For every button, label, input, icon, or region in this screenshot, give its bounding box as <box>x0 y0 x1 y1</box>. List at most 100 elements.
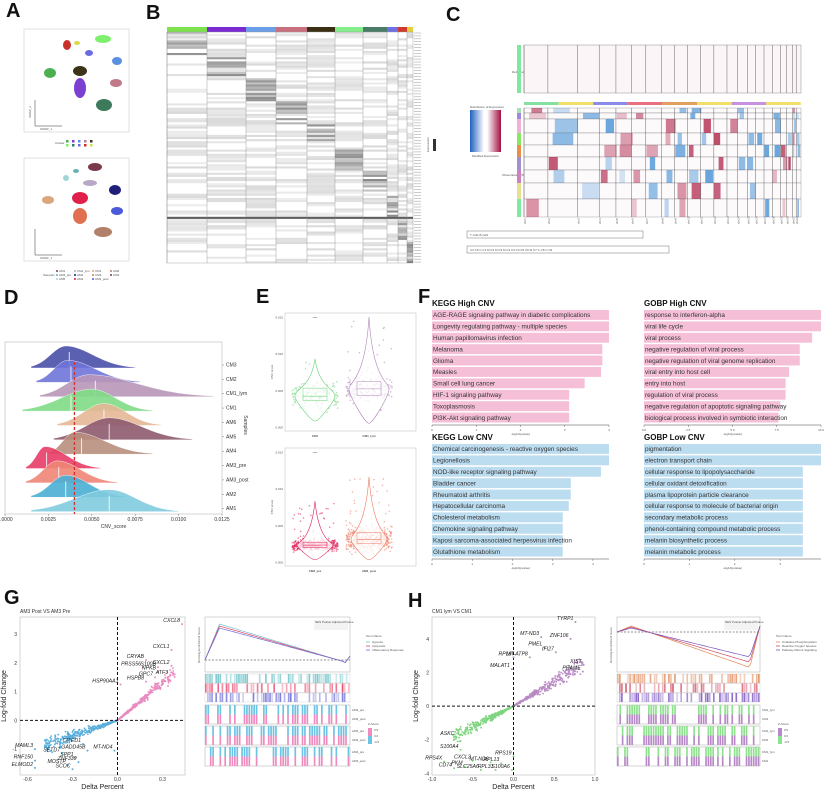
row-label: CM1 <box>762 738 769 742</box>
zscore-cell <box>342 735 345 745</box>
heatmap-cell <box>398 164 407 167</box>
heatmap-cell <box>167 179 207 182</box>
rank-tick <box>294 693 296 702</box>
zscore-cell <box>686 735 688 745</box>
sample-blob <box>73 169 79 173</box>
rank-tick <box>250 683 253 693</box>
enrichment-bar <box>432 535 563 546</box>
heatmap-cell <box>207 74 246 77</box>
zscore-cell <box>719 735 722 745</box>
heatmap-cell <box>207 109 246 112</box>
data-point <box>474 724 477 727</box>
labeled-point <box>512 755 515 758</box>
heatmap-cell <box>207 244 246 247</box>
observation-row <box>523 156 802 171</box>
zscore-cell <box>712 726 715 736</box>
data-point <box>572 671 575 673</box>
rank-tick <box>236 693 238 702</box>
data-point <box>352 531 355 534</box>
data-point <box>347 381 350 384</box>
heatmap-cell <box>335 149 363 152</box>
labeled-point <box>479 768 482 771</box>
data-point <box>76 730 79 733</box>
data-point <box>144 697 147 699</box>
observation-row <box>523 182 802 200</box>
gene-label: RNF150 <box>14 755 33 761</box>
heatmap-cell <box>407 216 413 219</box>
zscore-cell <box>330 705 333 715</box>
zscore-cell <box>740 726 743 736</box>
labeled-point <box>157 666 159 669</box>
ridge-CM2 <box>35 360 141 383</box>
zscore-cell <box>217 705 219 715</box>
x-axis-label: Delta Percent <box>492 784 534 790</box>
chromosome-annotation <box>593 102 628 105</box>
heatmap-cell <box>276 147 307 150</box>
legend-label: AM2 <box>77 273 84 277</box>
zscore-cell <box>678 747 681 757</box>
heatmap-cell <box>387 233 398 236</box>
rank-tick <box>690 693 693 702</box>
heatmap-cell <box>207 141 246 144</box>
heatmap-cell <box>363 61 387 64</box>
data-point <box>549 682 552 685</box>
data-point <box>387 539 389 542</box>
data-point <box>167 680 170 682</box>
data-point <box>156 682 159 685</box>
rank-tick <box>639 683 642 693</box>
data-point <box>140 700 142 702</box>
zscore-cell <box>246 747 248 757</box>
heatmap-cell <box>363 193 387 196</box>
enrichment-bar <box>644 355 800 366</box>
legend-dot <box>110 270 112 272</box>
data-point <box>121 715 123 718</box>
heatmap-cell <box>407 176 413 179</box>
heatmap-cell <box>207 179 246 182</box>
data-point <box>321 512 324 514</box>
zscore-cell <box>205 726 207 736</box>
gene-label: PRAME <box>562 666 581 672</box>
data-point <box>500 713 503 716</box>
cnv-block <box>781 145 786 157</box>
zscore-cell <box>674 756 676 766</box>
heatmap-cell <box>246 109 276 112</box>
data-point <box>133 703 136 706</box>
rank-tick <box>335 674 338 683</box>
rank-tick <box>668 693 670 702</box>
heatmap-cell <box>335 256 363 259</box>
legend-label: AM4 <box>77 277 84 281</box>
heatmap-cell <box>387 111 398 114</box>
data-point <box>387 545 390 548</box>
heatmap-cell <box>363 88 387 91</box>
data-point <box>579 673 582 676</box>
heatmap-cell <box>387 166 398 169</box>
row-label: CM1_lym <box>762 750 775 754</box>
zscore-cell <box>617 747 619 757</box>
enrichment-bar <box>432 489 571 500</box>
rank-tick <box>741 683 744 693</box>
gene-label: CXCL1 <box>153 644 170 650</box>
data-point <box>293 542 295 544</box>
heatmap-cell <box>276 197 307 200</box>
heatmap-cell <box>407 74 413 77</box>
heatmap-cell <box>387 187 398 190</box>
heatmap-cell <box>363 170 387 173</box>
data-point <box>302 535 305 537</box>
heatmap-cell <box>363 32 387 35</box>
zscore-cell <box>707 756 710 766</box>
zscore-legend-title: Z-Score <box>778 722 789 726</box>
heatmap-cell <box>307 76 335 79</box>
zscore-cell <box>731 735 734 745</box>
heatmap-cell <box>363 208 387 211</box>
data-point <box>88 725 91 728</box>
data-point <box>575 661 578 664</box>
rank-tick <box>694 683 697 693</box>
data-point <box>382 478 385 480</box>
heatmap-cell <box>335 147 363 150</box>
heatmap-cell <box>398 90 407 93</box>
data-point <box>383 526 386 529</box>
zscore-cell <box>659 726 662 736</box>
umap-axes <box>34 229 62 256</box>
heatmap-cell <box>276 216 307 219</box>
data-point <box>372 486 375 488</box>
